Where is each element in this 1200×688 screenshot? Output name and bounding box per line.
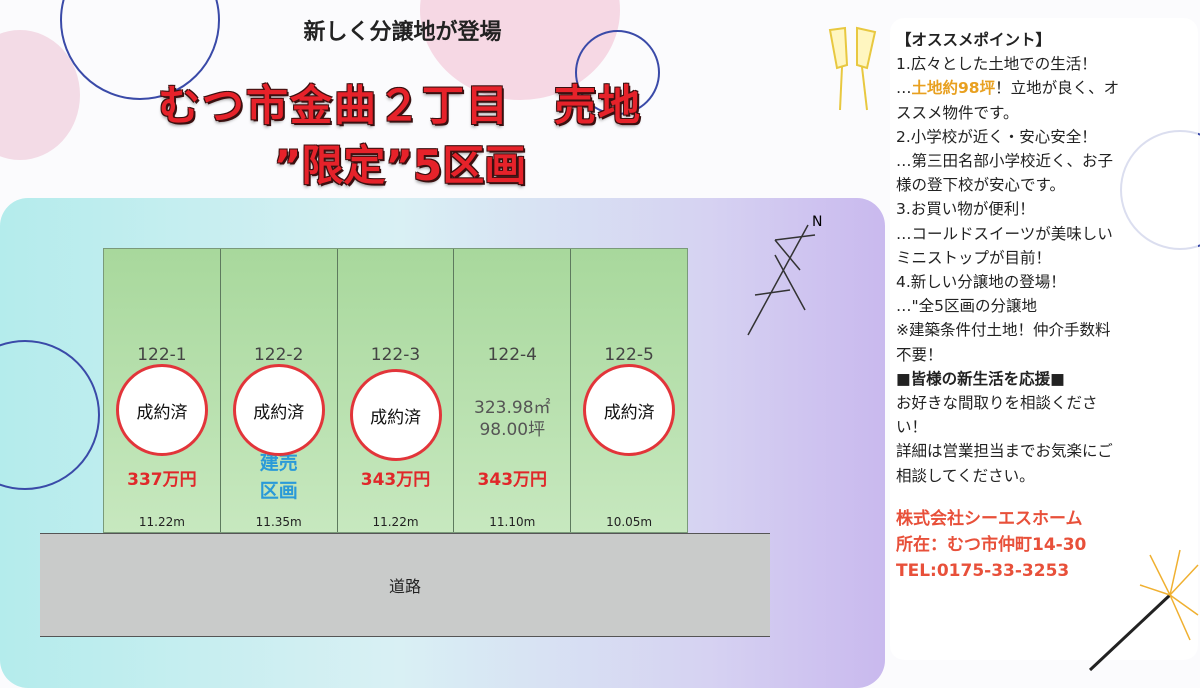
sparkler-icon: [1088, 549, 1199, 672]
sold-stamp: 成約済: [583, 364, 676, 456]
point-text: ススメ物件です。: [896, 103, 1019, 122]
point-text: …"全5区画の分譲地: [896, 297, 1037, 316]
lot-122-3[interactable]: 122-3 343万円 11.22m 成約済: [337, 249, 455, 532]
recommend-points-panel: 【オススメポイント】 1.広々とした土地での生活！ …土地約98坪！立地が良く、…: [890, 18, 1198, 660]
compass-north-icon: N: [747, 214, 822, 336]
company-phone[interactable]: TEL:0175-33-3253: [896, 560, 1070, 581]
decor-circle: [575, 30, 660, 115]
lot-frontage: 11.10m: [489, 515, 536, 529]
lot-area-m2: 323.98㎡: [474, 398, 551, 418]
sold-stamp: 成約済: [349, 369, 442, 461]
point-text: 4.新しい分譲地の登場！: [896, 273, 1066, 292]
lot-122-5[interactable]: 122-5 10.05m 成約済: [571, 249, 687, 532]
road-label: 道路: [388, 577, 421, 596]
points-heading: 【オススメポイント】: [896, 31, 1052, 49]
lot-area: 323.98㎡ 98.00坪: [454, 397, 570, 441]
lot-frontage: 11.22m: [138, 515, 185, 529]
lot-price: 343万円: [360, 470, 431, 490]
lot-number: 122-3: [370, 345, 421, 365]
company-name: 株式会社シーエスホーム: [896, 508, 1083, 529]
condition-text: 不要！: [896, 345, 943, 364]
company-address: 所在：むつ市仲町14-30: [896, 534, 1087, 555]
lot-number: 122-2: [253, 345, 304, 365]
built-for-sale-note: 建売区画: [259, 452, 298, 502]
lot-122-1[interactable]: 122-1 337万円 11.22m 成約済: [104, 249, 221, 532]
road: 道路: [40, 533, 770, 637]
sold-stamp: 成約済: [116, 364, 208, 456]
compass-label: N: [812, 214, 822, 230]
sold-stamp: 成約済: [232, 364, 325, 456]
subtitle: 新しく分譲地が登場: [303, 20, 502, 45]
condition-text: ※建築条件付土地！仲介手数料: [896, 321, 1111, 340]
support-text: 相談してください。: [896, 466, 1035, 485]
point-text: …第三田名部小学校近く、お子: [896, 152, 1114, 171]
point-text: 1.広々とした土地での生活！: [896, 55, 1097, 74]
champagne-glasses-icon: [828, 26, 877, 111]
lot-number: 122-1: [137, 345, 187, 365]
point-text: …土地約98坪！立地が良く、オ: [896, 79, 1120, 98]
point-text: 2.小学校が近く・安心安全！: [896, 127, 1097, 146]
lot-map: 122-1 337万円 11.22m 成約済 122-2 建売区画 11.35m…: [103, 248, 688, 533]
lot-122-4[interactable]: 122-4 323.98㎡ 98.00坪 343万円 11.10m: [454, 249, 572, 532]
page-title: むつ市金曲２丁目 売地: [157, 81, 642, 130]
point-text: 3.お買い物が便利！: [896, 200, 1035, 219]
support-text: 詳細は営業担当までお気楽にご: [896, 442, 1113, 461]
highlight-text: 土地約98坪: [911, 79, 996, 98]
support-heading: ■皆様の新生活を応援■: [896, 369, 1065, 388]
lot-frontage: 11.35m: [255, 515, 302, 529]
lot-122-2[interactable]: 122-2 建売区画 11.35m 成約済: [220, 249, 338, 532]
point-text: …コールドスイーツが美味しい: [896, 224, 1113, 243]
lot-area-tsubo: 98.00坪: [479, 420, 546, 440]
lot-frontage: 10.05m: [606, 515, 653, 529]
lot-frontage: 11.22m: [372, 515, 419, 529]
support-text: お好きな間取りを相談くださ: [896, 394, 1098, 413]
point-text: 様の登下校が安心です。: [896, 176, 1065, 195]
lot-number: 122-5: [604, 345, 654, 365]
lot-price: 343万円: [477, 470, 548, 490]
page-title-secondary: ”限定”5区画: [273, 141, 527, 190]
lot-price: 337万円: [127, 470, 197, 490]
lot-number: 122-4: [487, 345, 537, 365]
support-text: い！: [896, 418, 928, 437]
point-text: ミニストップが目前！: [896, 248, 1052, 267]
